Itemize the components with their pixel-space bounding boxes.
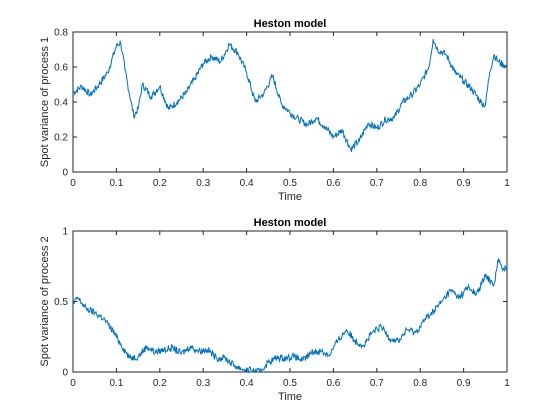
x-tick-label: 0.9 — [457, 378, 471, 389]
y-tick-label: 0.2 — [54, 133, 68, 144]
y-tick-label: 0 — [62, 168, 68, 179]
series-line — [72, 257, 508, 374]
x-tick-label: 0.8 — [413, 378, 427, 389]
y-tick-label: 0 — [62, 368, 68, 379]
x-tick-label: 0.8 — [413, 178, 427, 189]
x-tick-label: 0.1 — [109, 178, 123, 189]
y-tick-label: 1 — [62, 227, 68, 238]
x-tick-label: 0.7 — [370, 178, 384, 189]
x-tick-label: 0 — [70, 178, 76, 189]
x-tick-label: 0.6 — [326, 378, 340, 389]
y-tick-label: 0.4 — [54, 98, 68, 109]
ticks: 0 0.1 0.2 0.3 0.4 0.5 0.6 0.7 0.8 0.9 1 0 0.5 1 — [54, 227, 510, 390]
x-tick-label: 0.9 — [457, 178, 471, 189]
ticks: 0 0.1 0.2 0.3 0.4 0.5 0.6 0.7 0.8 0.9 1 0 0.2 0.4 0.6 0… — [54, 28, 510, 190]
x-tick-label: 0.7 — [370, 378, 384, 389]
axes-process-2: 0 0.1 0.2 0.3 0.4 0.5 0.6 0.7 0.8 0.9 1 0 0.5 1 Hesto… — [39, 217, 510, 403]
y-axis-label: Spot variance of process 1 — [39, 37, 51, 167]
axes-process-1: 0 0.1 0.2 0.3 0.4 0.5 0.6 0.7 0.8 0.9 1 0 0.2 0.4 0.6 0… — [39, 18, 510, 203]
x-tick-label: 0.2 — [153, 178, 167, 189]
x-tick-label: 0.5 — [283, 378, 297, 389]
x-tick-label: 0.4 — [240, 178, 254, 189]
x-tick-label: 1 — [504, 378, 510, 389]
x-axis-label: Time — [278, 191, 302, 203]
y-tick-label: 0.5 — [54, 297, 68, 308]
x-tick-label: 0.1 — [109, 378, 123, 389]
x-tick-label: 0.3 — [196, 178, 210, 189]
y-tick-label: 0.8 — [54, 28, 68, 39]
plot-area — [72, 31, 508, 173]
chart-title: Heston model — [254, 18, 327, 30]
x-tick-label: 0.3 — [196, 378, 210, 389]
x-tick-label: 0.2 — [153, 378, 167, 389]
x-tick-label: 0 — [70, 378, 76, 389]
x-tick-label: 1 — [504, 178, 510, 189]
series-line — [72, 38, 508, 153]
chart-title: Heston model — [254, 217, 327, 229]
x-axis-label: Time — [278, 391, 302, 403]
x-tick-label: 0.5 — [283, 178, 297, 189]
y-tick-label: 0.6 — [54, 63, 68, 74]
y-axis-label: Spot variance of process 2 — [39, 236, 51, 366]
x-tick-label: 0.6 — [326, 178, 340, 189]
x-tick-label: 0.4 — [240, 378, 254, 389]
